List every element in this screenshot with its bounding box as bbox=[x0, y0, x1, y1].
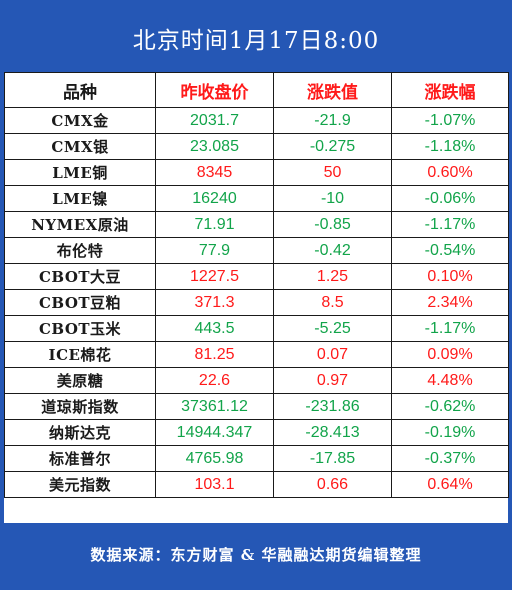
table-row: 布伦特 77.9 -0.42 -0.54% bbox=[4, 237, 509, 264]
commodity-name: 纳斯达克 bbox=[4, 419, 156, 446]
commodity-name: ICE棉花 bbox=[4, 341, 156, 368]
header-row: 品种 昨收盘价 涨跌值 涨跌幅 bbox=[4, 72, 509, 108]
change-value: 0.07 bbox=[273, 341, 392, 368]
table-row: CBOT大豆 1227.5 1.25 0.10% bbox=[4, 263, 509, 290]
prev-close-value: 103.1 bbox=[155, 471, 274, 498]
change-value: -5.25 bbox=[273, 315, 392, 342]
prev-close-value: 14944.347 bbox=[155, 419, 274, 446]
table-row: 标准普尔 4765.98 -17.85 -0.37% bbox=[4, 445, 509, 472]
change-value: -21.9 bbox=[273, 107, 392, 134]
table-row: CBOT豆粕 371.3 8.5 2.34% bbox=[4, 289, 509, 316]
change-pct-value: 0.64% bbox=[391, 471, 509, 498]
header-change-pct: 涨跌幅 bbox=[391, 72, 509, 108]
source-footer: 数据来源：东方财富 & 华融融达期货编辑整理 bbox=[4, 523, 508, 586]
commodity-name: LME镍 bbox=[4, 185, 156, 212]
change-pct-value: 0.60% bbox=[391, 159, 509, 186]
commodity-name: CBOT大豆 bbox=[4, 263, 156, 290]
prev-close-value: 81.25 bbox=[155, 341, 274, 368]
table-row: NYMEX原油 71.91 -0.85 -1.17% bbox=[4, 211, 509, 238]
commodity-name: 美原糖 bbox=[4, 367, 156, 394]
table-row: CMX银 23.085 -0.275 -1.18% bbox=[4, 133, 509, 160]
change-pct-value: -0.37% bbox=[391, 445, 509, 472]
quotes-table: 品种 昨收盘价 涨跌值 涨跌幅 CMX金 2031.7 -21.9 -1.07% CMX… bbox=[4, 72, 509, 498]
commodity-name: LME铜 bbox=[4, 159, 156, 186]
change-value: -10 bbox=[273, 185, 392, 212]
change-pct-value: -0.19% bbox=[391, 419, 509, 446]
table-row: ICE棉花 81.25 0.07 0.09% bbox=[4, 341, 509, 368]
change-value: -28.413 bbox=[273, 419, 392, 446]
change-value: -0.85 bbox=[273, 211, 392, 238]
change-pct-value: 0.09% bbox=[391, 341, 509, 368]
prev-close-value: 4765.98 bbox=[155, 445, 274, 472]
change-value: 0.97 bbox=[273, 367, 392, 394]
prev-close-value: 16240 bbox=[155, 185, 274, 212]
change-pct-value: 4.48% bbox=[391, 367, 509, 394]
change-pct-value: -1.18% bbox=[391, 133, 509, 160]
change-value: 50 bbox=[273, 159, 392, 186]
table-row: 美原糖 22.6 0.97 4.48% bbox=[4, 367, 509, 394]
table-row: LME铜 8345 50 0.60% bbox=[4, 159, 509, 186]
table-row: 道琼斯指数 37361.12 -231.86 -0.62% bbox=[4, 393, 509, 420]
change-pct-value: 2.34% bbox=[391, 289, 509, 316]
change-value: 8.5 bbox=[273, 289, 392, 316]
header-name: 品种 bbox=[4, 72, 156, 108]
prev-close-value: 443.5 bbox=[155, 315, 274, 342]
prev-close-value: 8345 bbox=[155, 159, 274, 186]
change-pct-value: -0.06% bbox=[391, 185, 509, 212]
commodity-name: CBOT豆粕 bbox=[4, 289, 156, 316]
commodity-name: 标准普尔 bbox=[4, 445, 156, 472]
prev-close-value: 371.3 bbox=[155, 289, 274, 316]
table-row: CMX金 2031.7 -21.9 -1.07% bbox=[4, 107, 509, 134]
change-pct-value: -0.54% bbox=[391, 237, 509, 264]
prev-close-value: 71.91 bbox=[155, 211, 274, 238]
table-row: 纳斯达克 14944.347 -28.413 -0.19% bbox=[4, 419, 509, 446]
prev-close-value: 22.6 bbox=[155, 367, 274, 394]
change-value: 1.25 bbox=[273, 263, 392, 290]
prev-close-value: 37361.12 bbox=[155, 393, 274, 420]
change-value: 0.66 bbox=[273, 471, 392, 498]
prev-close-value: 2031.7 bbox=[155, 107, 274, 134]
change-pct-value: -0.62% bbox=[391, 393, 509, 420]
commodity-name: CMX银 bbox=[4, 133, 156, 160]
change-value: -0.275 bbox=[273, 133, 392, 160]
header-change: 涨跌值 bbox=[273, 72, 392, 108]
header-prev-close: 昨收盘价 bbox=[155, 72, 274, 108]
table-row: 美元指数 103.1 0.66 0.64% bbox=[4, 471, 509, 498]
page-title: 北京时间1月17日8:00 bbox=[4, 4, 508, 72]
commodity-name: CMX金 bbox=[4, 107, 156, 134]
table-row: LME镍 16240 -10 -0.06% bbox=[4, 185, 509, 212]
change-value: -0.42 bbox=[273, 237, 392, 264]
commodity-name: 布伦特 bbox=[4, 237, 156, 264]
table-row: CBOT玉米 443.5 -5.25 -1.17% bbox=[4, 315, 509, 342]
change-pct-value: -1.17% bbox=[391, 211, 509, 238]
quotes-body: CMX金 2031.7 -21.9 -1.07% CMX银 23.085 -0.275 -1.… bbox=[4, 107, 509, 498]
commodity-name: 美元指数 bbox=[4, 471, 156, 498]
change-pct-value: -1.17% bbox=[391, 315, 509, 342]
change-pct-value: 0.10% bbox=[391, 263, 509, 290]
change-pct-value: -1.07% bbox=[391, 107, 509, 134]
commodity-name: CBOT玉米 bbox=[4, 315, 156, 342]
prev-close-value: 1227.5 bbox=[155, 263, 274, 290]
change-value: -17.85 bbox=[273, 445, 392, 472]
commodity-name: 道琼斯指数 bbox=[4, 393, 156, 420]
prev-close-value: 23.085 bbox=[155, 133, 274, 160]
change-value: -231.86 bbox=[273, 393, 392, 420]
prev-close-value: 77.9 bbox=[155, 237, 274, 264]
commodity-name: NYMEX原油 bbox=[4, 211, 156, 238]
